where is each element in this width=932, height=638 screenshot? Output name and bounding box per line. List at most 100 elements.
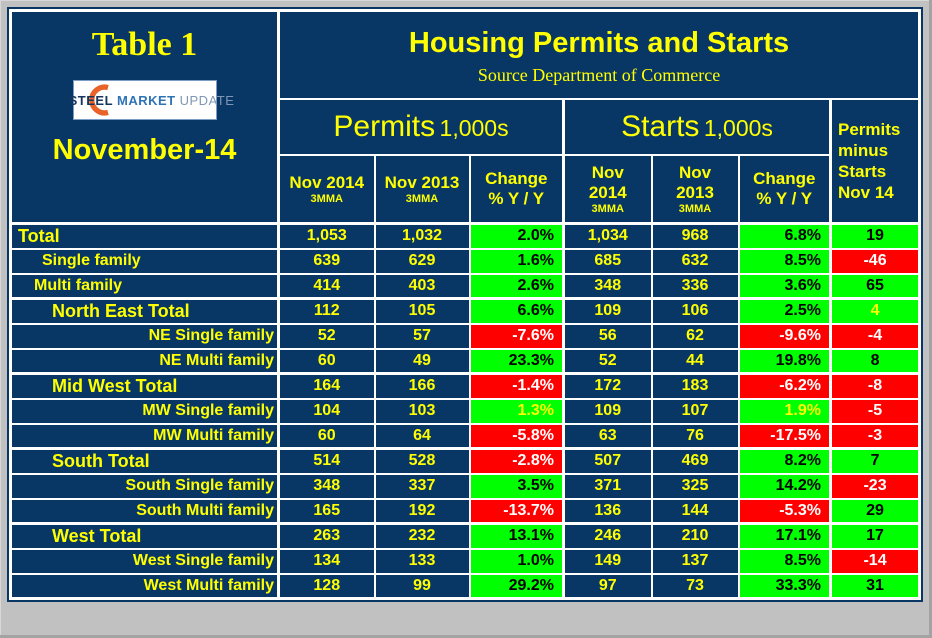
- housing-permits-starts-table: Table 1 STEEL MARKET UPDATE November-: [9, 9, 922, 600]
- subheader-3mma-note: 3MMA: [591, 202, 624, 215]
- permits-2013-cell: 192: [373, 497, 471, 525]
- permits-2013-cell: 105: [373, 297, 471, 325]
- starts-change-cell: 3.6%: [737, 272, 832, 300]
- permits-2014-cell: 134: [277, 547, 376, 575]
- starts-change-cell: 33.3%: [737, 572, 832, 600]
- starts-change-cell: 8.5%: [737, 547, 832, 575]
- table-row: Total 1,053 1,032 2.0% 1,034 968 6.8% 19: [9, 222, 921, 250]
- subheader-3mma-note: 3MMA: [310, 192, 343, 205]
- permits-change-cell: 3.5%: [468, 472, 565, 500]
- starts-2013-cell: 137: [650, 547, 740, 575]
- table-row: Single family 639 629 1.6% 685 632 8.5% -46: [9, 247, 921, 275]
- table-row: Multi family 414 403 2.6% 348 336 3.6% 65: [9, 272, 921, 300]
- permits-change-cell: -1.4%: [468, 372, 565, 400]
- region-label-cell: South Multi family: [9, 497, 280, 525]
- permits-2013-cell: 337: [373, 472, 471, 500]
- table-row: NE Multi family 60 49 23.3% 52 44 19.8% 8: [9, 347, 921, 375]
- table-row: MW Single family 104 103 1.3% 109 107 1.9% -5: [9, 397, 921, 425]
- starts-change-cell: 6.8%: [737, 222, 832, 250]
- permits-change-cell: 1.6%: [468, 247, 565, 275]
- starts-change-cell: 19.8%: [737, 347, 832, 375]
- permits-2014-cell: 1,053: [277, 222, 376, 250]
- starts-2014-cell: 172: [562, 372, 653, 400]
- table-body: Total 1,053 1,032 2.0% 1,034 968 6.8% 19 Single …: [9, 222, 921, 600]
- starts-change-cell: -5.3%: [737, 497, 832, 525]
- permits-change-cell: -13.7%: [468, 497, 565, 525]
- region-label-cell: West Single family: [9, 547, 280, 575]
- starts-2014-cell: 685: [562, 247, 653, 275]
- starts-change-cell: 17.1%: [737, 522, 832, 550]
- table-row: NE Single family 52 57 -7.6% 56 62 -9.6% -4: [9, 322, 921, 350]
- permits-change-cell: 6.6%: [468, 297, 565, 325]
- permits-change-cell: 1.0%: [468, 547, 565, 575]
- left-info-panel: Table 1 STEEL MARKET UPDATE November-: [9, 9, 280, 225]
- logo-word-steel: STEEL: [68, 92, 114, 108]
- logo-word-update: UPDATE: [179, 92, 235, 108]
- table-row: West Total 263 232 13.1% 246 210 17.1% 17: [9, 522, 921, 550]
- steel-market-update-logo: STEEL MARKET UPDATE: [69, 80, 234, 120]
- permits-2013-cell: 133: [373, 547, 471, 575]
- permits-2014-cell: 165: [277, 497, 376, 525]
- starts-2013-cell: 76: [650, 422, 740, 450]
- starts-2014-cell: 97: [562, 572, 653, 600]
- permits-2013-cell: 49: [373, 347, 471, 375]
- region-label-cell: West Multi family: [9, 572, 280, 600]
- region-label-cell: MW Single family: [9, 397, 280, 425]
- permits-change-cell: 2.6%: [468, 272, 565, 300]
- logo-text: STEEL MARKET UPDATE: [69, 93, 235, 108]
- report-month-label: November-14: [52, 134, 237, 166]
- permits-2014-cell: 60: [277, 422, 376, 450]
- page-title: Housing Permits and Starts: [408, 26, 790, 59]
- source-note: Source Department of Commerce: [477, 64, 721, 85]
- starts-2014-cell: 109: [562, 297, 653, 325]
- starts-2014-cell: 109: [562, 397, 653, 425]
- permits-minus-starts-cell: -23: [828, 472, 921, 500]
- permits-change-cell: 1.3%: [468, 397, 565, 425]
- permits-minus-starts-cell: 29: [828, 497, 921, 525]
- permits-minus-starts-cell: -4: [828, 322, 921, 350]
- region-label-cell: Mid West Total: [9, 372, 280, 400]
- permits-nov-2014-header: Nov 2014 3MMA: [277, 154, 376, 225]
- group-header-row: Permits 1,000s Starts 1,000s Permits min…: [11, 98, 921, 225]
- region-label-cell: NE Single family: [9, 322, 280, 350]
- starts-2014-cell: 348: [562, 272, 653, 300]
- starts-change-cell: -6.2%: [737, 372, 832, 400]
- starts-2013-cell: 325: [650, 472, 740, 500]
- region-label-cell: MW Multi family: [9, 422, 280, 450]
- starts-2013-cell: 107: [650, 397, 740, 425]
- starts-change-cell: 14.2%: [737, 472, 832, 500]
- starts-2014-cell: 149: [562, 547, 653, 575]
- permits-minus-starts-cell: 4: [828, 297, 921, 325]
- permits-2013-cell: 166: [373, 372, 471, 400]
- starts-2014-cell: 63: [562, 422, 653, 450]
- permits-minus-starts-cell: -5: [828, 397, 921, 425]
- permits-minus-starts-cell: 65: [828, 272, 921, 300]
- starts-2013-cell: 210: [650, 522, 740, 550]
- region-label-cell: South Total: [9, 447, 280, 475]
- starts-2013-cell: 73: [650, 572, 740, 600]
- table-row: Mid West Total 164 166 -1.4% 172 183 -6.2% -8: [9, 372, 921, 400]
- starts-change-cell: -17.5%: [737, 422, 832, 450]
- starts-2013-cell: 469: [650, 447, 740, 475]
- permits-minus-starts-cell: -46: [828, 247, 921, 275]
- permits-minus-starts-cell: 19: [828, 222, 921, 250]
- starts-nov-2013-header: Nov 2013 3MMA: [650, 154, 740, 225]
- starts-nov-2014-header: Nov 2014 3MMA: [562, 154, 653, 225]
- region-label-cell: West Total: [9, 522, 280, 550]
- permits-change-cell: 13.1%: [468, 522, 565, 550]
- starts-2013-cell: 144: [650, 497, 740, 525]
- starts-2013-cell: 183: [650, 372, 740, 400]
- region-label-cell: NE Multi family: [9, 347, 280, 375]
- starts-change-cell: 1.9%: [737, 397, 832, 425]
- region-label-cell: Single family: [9, 247, 280, 275]
- starts-2014-cell: 56: [562, 322, 653, 350]
- table-row: West Multi family 128 99 29.2% 97 73 33.3% 31: [9, 572, 921, 600]
- title-cell: Housing Permits and Starts Source Depart…: [277, 9, 921, 100]
- starts-group-unit: 1,000s: [703, 115, 773, 141]
- starts-2013-cell: 44: [650, 347, 740, 375]
- permits-2013-cell: 103: [373, 397, 471, 425]
- permits-group-unit: 1,000s: [439, 115, 509, 141]
- permits-change-header: Change% Y / Y: [468, 154, 565, 225]
- permits-minus-starts-cell: 8: [828, 347, 921, 375]
